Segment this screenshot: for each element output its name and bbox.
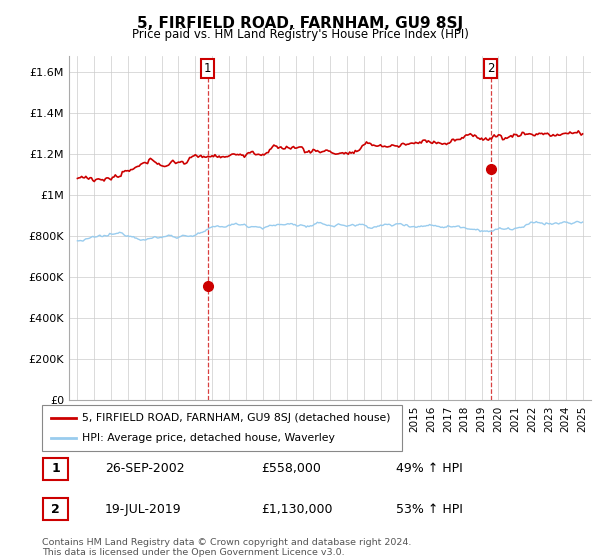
FancyBboxPatch shape bbox=[42, 405, 402, 451]
Text: 53% ↑ HPI: 53% ↑ HPI bbox=[396, 502, 463, 516]
FancyBboxPatch shape bbox=[43, 458, 68, 480]
Text: £558,000: £558,000 bbox=[261, 462, 321, 475]
Text: 1: 1 bbox=[52, 462, 60, 475]
Text: 19-JUL-2019: 19-JUL-2019 bbox=[105, 502, 182, 516]
Text: 5, FIRFIELD ROAD, FARNHAM, GU9 8SJ (detached house): 5, FIRFIELD ROAD, FARNHAM, GU9 8SJ (deta… bbox=[82, 413, 390, 423]
Text: 2: 2 bbox=[487, 62, 494, 74]
Text: 49% ↑ HPI: 49% ↑ HPI bbox=[396, 462, 463, 475]
FancyBboxPatch shape bbox=[43, 498, 68, 520]
Text: Price paid vs. HM Land Registry's House Price Index (HPI): Price paid vs. HM Land Registry's House … bbox=[131, 28, 469, 41]
Text: HPI: Average price, detached house, Waverley: HPI: Average price, detached house, Wave… bbox=[82, 433, 334, 444]
Text: 5, FIRFIELD ROAD, FARNHAM, GU9 8SJ: 5, FIRFIELD ROAD, FARNHAM, GU9 8SJ bbox=[137, 16, 463, 31]
Text: £1,130,000: £1,130,000 bbox=[261, 502, 332, 516]
Text: 1: 1 bbox=[204, 62, 211, 74]
Text: 26-SEP-2002: 26-SEP-2002 bbox=[105, 462, 185, 475]
Text: 2: 2 bbox=[52, 502, 60, 516]
Text: Contains HM Land Registry data © Crown copyright and database right 2024.
This d: Contains HM Land Registry data © Crown c… bbox=[42, 538, 412, 557]
